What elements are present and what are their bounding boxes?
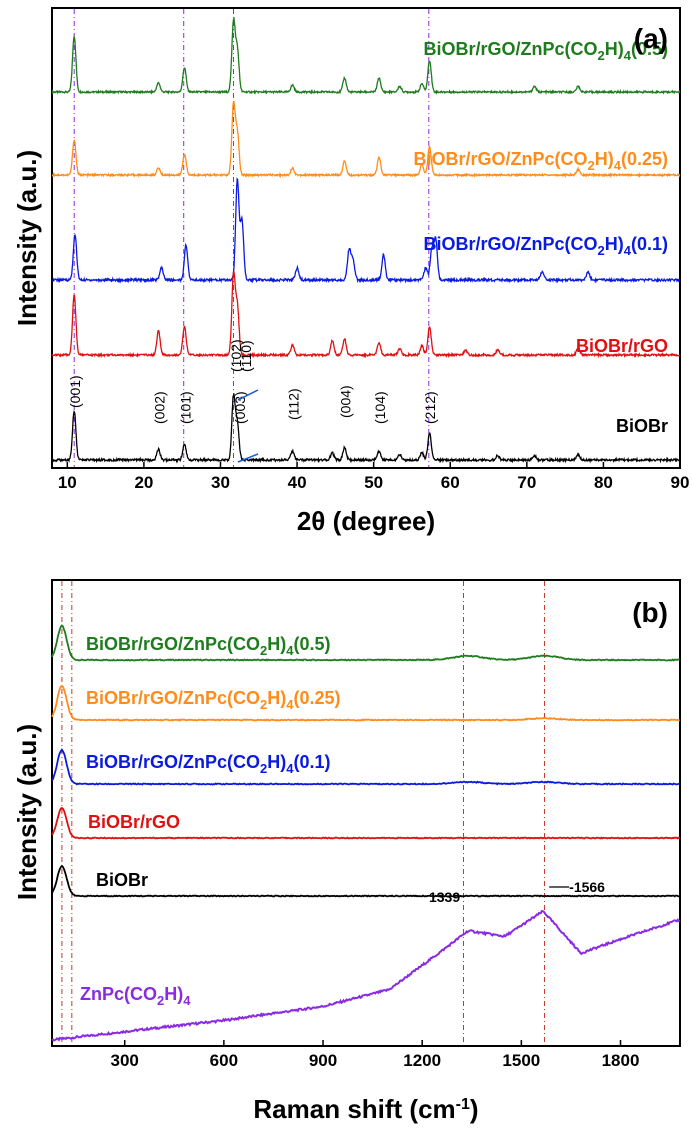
panel-a-hkl-label-2: (101) [177,391,193,424]
panel-b-tick-label-3: 1200 [403,1051,441,1070]
panel-b-peak-label-1: -1566 [569,879,605,895]
panel-a-series-line-1 [51,100,681,179]
panel-a-frame [51,7,681,469]
panel-a-tick-label-0: 10 [58,473,77,492]
panel-b-reference-lines [61,581,545,1045]
panel-a-hkl-label-5: (003) [232,391,248,424]
panel-a-tick-label-7: 80 [594,473,613,492]
panel-a-series-label-1: BiOBr/rGO/ZnPc(CO2H)4(0.25) [413,149,668,173]
panel-b-series-lines [51,624,681,1042]
panel-a-hkl-label-9: (212) [422,391,438,424]
panel-a-hkl-label-7: (004) [338,385,354,418]
panel-a-tick-label-4: 50 [364,473,383,492]
panel-b-tick-label-1: 600 [210,1051,238,1070]
panel-b-series-line-3 [51,806,681,840]
panel-a-series-line-4 [51,392,681,464]
panel-a-hkl-label-1: (002) [151,391,167,424]
panel-b-series-label-2: BiOBr/rGO/ZnPc(CO2H)4(0.1) [86,752,331,776]
panel-a-hkl-label-8: (104) [372,391,388,424]
panel-b-series-label-0: BiOBr/rGO/ZnPc(CO2H)4(0.5) [86,634,331,658]
panel-a-series-line-2 [52,177,681,284]
panel-a-series-labels: BiOBr/rGO/ZnPc(CO2H)4(0.5) BiOBr/rGO/ZnPc… [413,39,668,436]
panel-a-hkl-label-3: (102) [228,339,244,372]
panel-a-y-axis-title: Intensity (a.u.) [12,150,42,326]
panel-a-hkl-label-4: (110) [238,340,254,372]
panel-a-tick-label-1: 20 [134,473,153,492]
panel-a-series-lines [51,16,681,464]
panel-b-x-axis-title: Raman shift (cm-1) [253,1094,478,1124]
panel-b-series-line-2 [51,748,681,786]
panel-b-series-label-5: ZnPc(CO2H)4 [80,984,191,1008]
panel-b-series-label-4: BiOBr [96,870,148,890]
panel-a-tick-label-8: 90 [671,473,690,492]
panel-a-series-label-0: BiOBr/rGO/ZnPc(CO2H)4(0.5) [424,39,669,63]
panel-b-series-label-1: BiOBr/rGO/ZnPc(CO2H)4(0.25) [86,688,341,712]
panel-b-series-line-1 [51,685,680,722]
panel-a-hkl-label-6: (112) [285,388,301,420]
panel-b-series-label-3: BiOBr/rGO [88,812,180,832]
panel-b-frame [51,579,681,1047]
panel-a-tick-label-2: 30 [211,473,230,492]
panel-b-x-ticks: 300 600 900 1200 1500 1800 [111,1040,640,1070]
panel-a-hkl-labels: (001) (002) (101) (102)(110) (003) (112) (004)… [67,339,438,463]
panel-a-tick-label-5: 60 [441,473,460,492]
panel-a-series-label-4: BiOBr [616,416,668,436]
panel-b-tick-label-2: 900 [309,1051,337,1070]
panel-b-y-axis-title: Intensity (a.u.) [12,724,42,900]
panel-a: (001) (002) (101) (102)(110) (003) (112) (004)… [12,7,690,536]
panel-a-tick-label-6: 70 [517,473,536,492]
panel-b-series-labels: BiOBr/rGO/ZnPc(CO2H)4(0.5) BiOBr/rGO/ZnPc… [80,634,341,1008]
panel-b: 300 600 900 1200 1500 1800 BiOBr/rGO/ZnPc(CO2… [12,579,681,1124]
panel-b-tick-label-5: 1800 [602,1051,640,1070]
panel-b-series-line-4 [51,864,680,898]
panel-a-arrow-102 [237,389,259,401]
panel-a-x-axis-title: 2θ (degree) [297,506,435,536]
panel-a-label: (a) [634,23,668,54]
panel-b-tick-label-0: 300 [111,1051,139,1070]
panel-a-series-label-3: BiOBr/rGO [576,336,668,356]
panel-a-series-line-3 [51,270,681,359]
panel-b-tick-label-4: 1500 [502,1051,540,1070]
panel-a-tick-label-3: 40 [288,473,307,492]
panel-b-label: (b) [632,597,668,628]
panel-a-x-ticks: 10 20 30 40 50 60 70 80 90 [58,462,690,492]
panel-a-series-line-0 [51,16,681,96]
panel-a-arrow-003 [237,453,259,463]
panel-a-hkl-label-0: (001) [67,375,83,408]
panel-b-peak-labels: 1339 -1566 [429,879,605,905]
panel-a-series-label-2: BiOBr/rGO/ZnPc(CO2H)4(0.1) [424,234,669,258]
panel-b-series-line-0 [51,624,680,662]
panel-b-series-line-5 [51,910,681,1042]
panel-b-peak-label-0: 1339 [429,889,460,905]
